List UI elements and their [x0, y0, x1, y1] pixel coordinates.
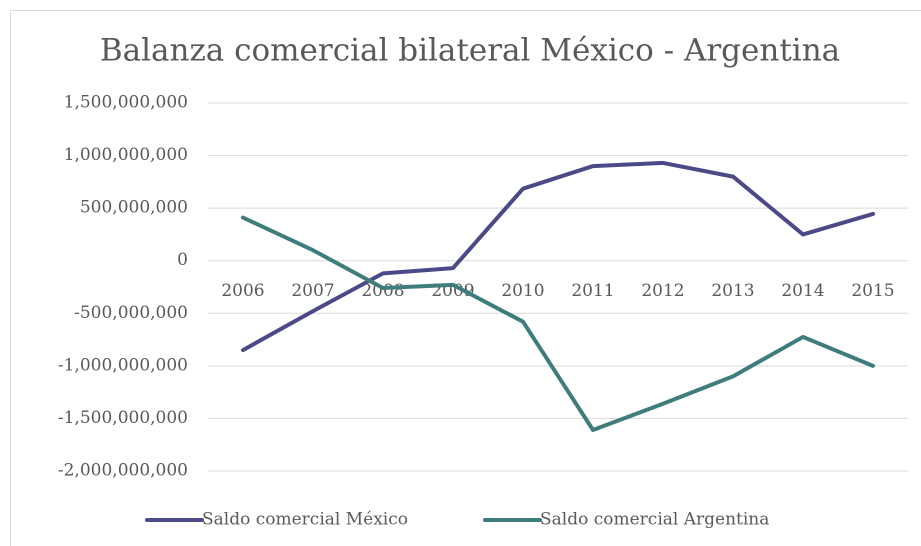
legend-label: Saldo comercial México — [202, 510, 408, 530]
x-tick-label: 2014 — [781, 281, 824, 301]
x-tick-label: 2012 — [641, 281, 684, 301]
chart-frame — [10, 10, 921, 546]
x-tick-label: 2015 — [851, 281, 894, 301]
chart-title: Balanza comercial bilateral México - Arg… — [100, 33, 840, 69]
y-tick-label: -1,000,000,000 — [58, 355, 188, 375]
series-line — [241, 215, 875, 432]
y-tick-label: 1,000,000,000 — [64, 145, 188, 165]
y-tick-label: -500,000,000 — [74, 303, 188, 323]
y-tick-label: 1,500,000,000 — [64, 93, 188, 113]
y-tick-label: 500,000,000 — [80, 198, 188, 218]
x-tick-label: 2013 — [711, 281, 754, 301]
x-tick-label: 2008 — [361, 281, 404, 301]
x-tick-label: 2011 — [571, 281, 614, 301]
x-tick-label: 2010 — [501, 281, 544, 301]
series-line — [241, 160, 875, 353]
y-tick-label: -1,500,000,000 — [58, 408, 188, 428]
x-tick-label: 2006 — [221, 281, 264, 301]
y-tick-label: 0 — [177, 250, 188, 270]
x-tick-label: 2007 — [291, 281, 334, 301]
legend-label: Saldo comercial Argentina — [540, 510, 769, 530]
y-tick-label: -2,000,000,000 — [58, 461, 188, 481]
